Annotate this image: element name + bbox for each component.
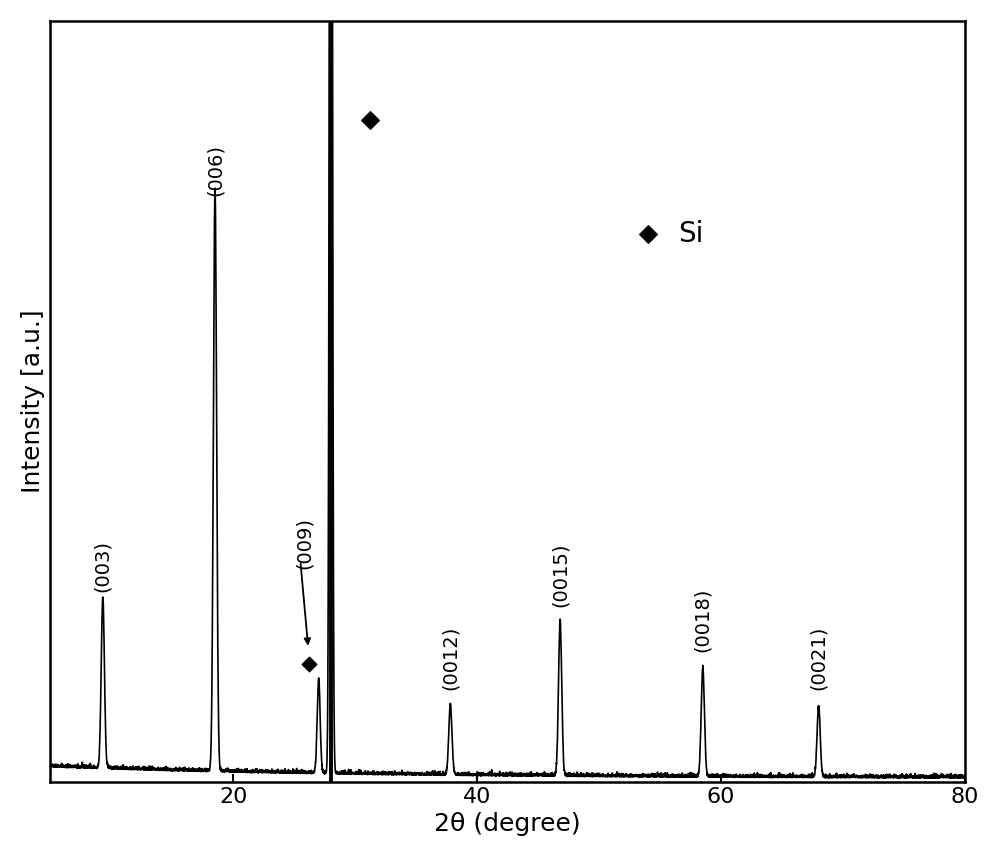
X-axis label: 2θ (degree): 2θ (degree) [434, 812, 581, 836]
Text: (006): (006) [206, 144, 225, 196]
Point [362, 113, 378, 127]
Text: (0012): (0012) [441, 626, 460, 691]
Text: (0015): (0015) [551, 542, 570, 607]
Text: (009): (009) [295, 517, 314, 569]
Text: (0018): (0018) [693, 588, 712, 652]
Text: (0021): (0021) [809, 626, 828, 691]
Y-axis label: Intensity [a.u.]: Intensity [a.u.] [21, 309, 45, 493]
Text: Si: Si [678, 220, 704, 248]
Point [301, 657, 317, 671]
Text: (003): (003) [93, 540, 112, 591]
Point [640, 227, 656, 241]
